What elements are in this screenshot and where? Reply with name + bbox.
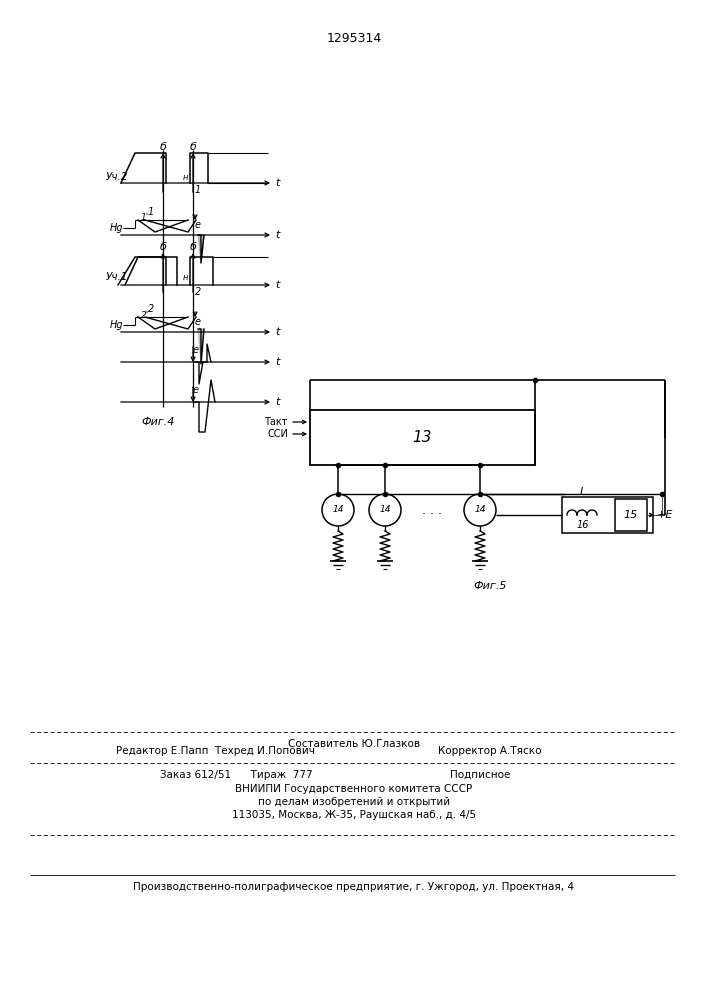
Text: 13: 13 <box>413 430 432 445</box>
Text: 16: 16 <box>577 520 589 530</box>
Text: 2: 2 <box>148 304 154 314</box>
Text: t: t <box>275 230 279 240</box>
Text: e: e <box>195 317 201 327</box>
Text: e: e <box>193 345 199 355</box>
Text: 113035, Москва, Ж-35, Раушская наб., д. 4/5: 113035, Москва, Ж-35, Раушская наб., д. … <box>232 810 476 820</box>
Text: 2': 2' <box>141 310 149 320</box>
Text: Корректор А.Тяско: Корректор А.Тяско <box>438 746 542 756</box>
Text: по делам изобретений и открытий: по делам изобретений и открытий <box>258 797 450 807</box>
Text: Нg: Нg <box>110 320 123 330</box>
Polygon shape <box>198 329 204 364</box>
Text: б: б <box>160 242 166 252</box>
Text: 14: 14 <box>474 506 486 514</box>
Text: Уч.2: Уч.2 <box>105 172 128 182</box>
Text: 1: 1 <box>195 185 201 195</box>
Text: 14: 14 <box>332 506 344 514</box>
Text: Уч.1: Уч.1 <box>105 272 128 282</box>
Text: Такт: Такт <box>264 417 288 427</box>
Polygon shape <box>198 235 204 263</box>
Text: 1: 1 <box>148 207 154 217</box>
Text: н: н <box>182 172 188 182</box>
Text: t: t <box>275 397 279 407</box>
Text: . . .: . . . <box>422 504 442 516</box>
Bar <box>615 499 647 531</box>
Text: +E: +E <box>657 510 673 520</box>
Text: Нg: Нg <box>110 223 123 233</box>
Text: Фиг.5: Фиг.5 <box>473 581 507 591</box>
Text: Подписное: Подписное <box>450 770 510 780</box>
Text: t: t <box>275 280 279 290</box>
Text: 15: 15 <box>624 510 638 520</box>
Text: t: t <box>275 357 279 367</box>
Text: 14: 14 <box>379 506 391 514</box>
Text: Заказ 612/51      Тираж  777: Заказ 612/51 Тираж 777 <box>160 770 312 780</box>
Text: Фиг.4: Фиг.4 <box>141 417 175 427</box>
Text: Редактор Е.Папп  Техред И.Попович: Редактор Е.Папп Техред И.Попович <box>115 746 315 756</box>
Text: e: e <box>193 385 199 395</box>
Text: б: б <box>160 142 166 152</box>
Text: ССИ: ССИ <box>267 429 288 439</box>
Text: н: н <box>182 272 188 282</box>
Text: L: L <box>580 487 586 497</box>
Text: t: t <box>275 327 279 337</box>
Text: 1': 1' <box>141 214 149 223</box>
Text: б: б <box>189 142 197 152</box>
Text: б: б <box>189 242 197 252</box>
Text: Производственно-полиграфическое предприятие, г. Ужгород, ул. Проектная, 4: Производственно-полиграфическое предприя… <box>134 882 575 892</box>
Bar <box>562 497 653 533</box>
Text: Составитель Ю.Глазков: Составитель Ю.Глазков <box>288 739 420 749</box>
Text: ВНИИПИ Государственного комитета СССР: ВНИИПИ Государственного комитета СССР <box>235 784 472 794</box>
Text: e: e <box>195 220 201 230</box>
Text: t: t <box>275 178 279 188</box>
Text: 1295314: 1295314 <box>327 31 382 44</box>
Text: 2: 2 <box>195 287 201 297</box>
Bar <box>310 410 535 465</box>
